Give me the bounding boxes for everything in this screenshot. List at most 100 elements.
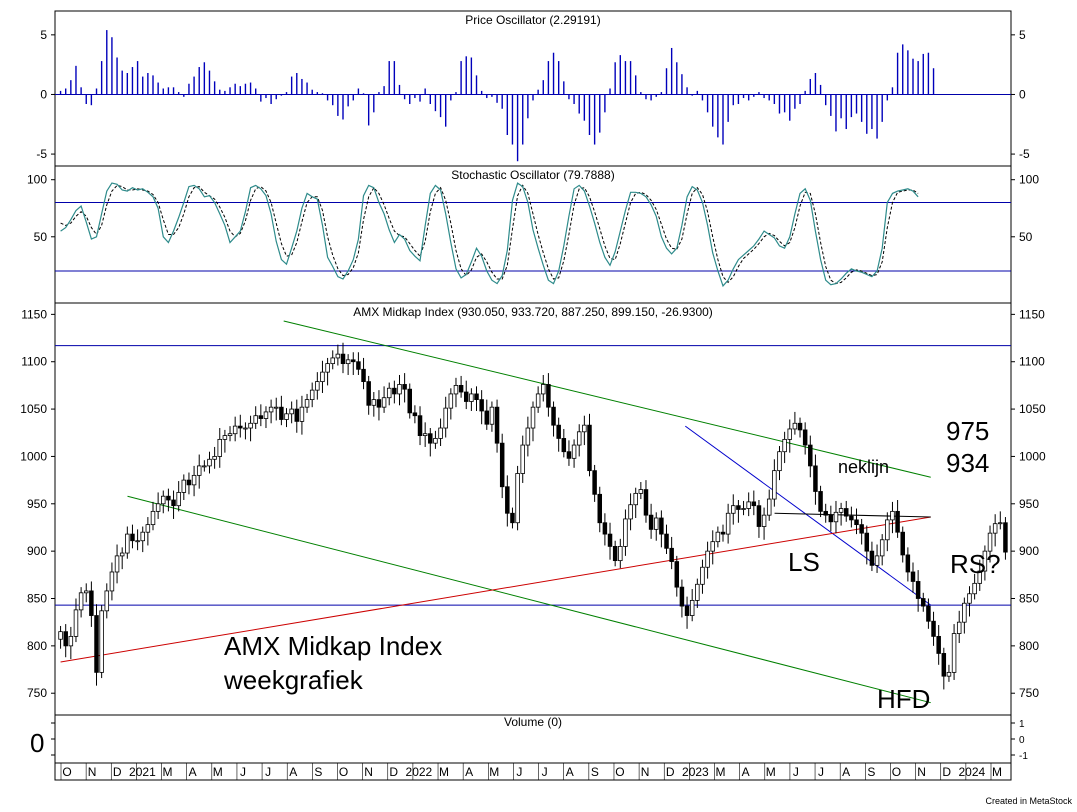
candle-body (612, 546, 618, 562)
candle-body (689, 599, 695, 616)
time-axis-label: M (163, 765, 173, 779)
annotation-head: HFD (877, 684, 930, 714)
candle-body (140, 531, 145, 542)
candle-body (130, 533, 135, 542)
price-left-tick-label: 1050 (20, 402, 47, 416)
candle-body (828, 514, 834, 523)
candle-body (335, 353, 341, 359)
candle-body (73, 609, 79, 637)
candle-body (895, 510, 900, 533)
time-axis-label: A (465, 765, 473, 779)
blue-trend-line (685, 425, 932, 606)
oscillator-right-tick-label: 5 (1019, 28, 1026, 42)
candle-body (792, 422, 798, 430)
candle-body (623, 518, 628, 547)
stochastic-lines (60, 182, 919, 288)
time-axis-label: A (289, 765, 297, 779)
candle-body (289, 408, 294, 415)
time-axis-label: S (591, 765, 599, 779)
time-axis-label: O (62, 765, 71, 779)
candle-body (207, 458, 212, 467)
candle-body (998, 522, 1003, 525)
annotation-upper-target: 975 (946, 416, 989, 446)
time-axis-label: M (213, 765, 223, 779)
candle-body (797, 422, 803, 431)
candle-body (977, 570, 983, 584)
time-axis-label: M (716, 765, 726, 779)
time-axis-label: D (942, 765, 951, 779)
candle-body (561, 438, 567, 453)
oscillator-left-tick-label: 0 (40, 87, 47, 101)
candle-body (453, 384, 459, 395)
candle-body (700, 566, 705, 585)
candle-body (351, 359, 356, 363)
candle-body (345, 359, 351, 365)
candle-body (982, 550, 988, 572)
price-oscillator-title: Price Oscillator (2.29191) (465, 13, 600, 27)
candle-body (720, 531, 726, 535)
candle-body (751, 501, 757, 507)
candle-body (268, 406, 274, 413)
volume-title: Volume (0) (504, 715, 562, 729)
candle-body (330, 357, 335, 365)
candle-body (119, 552, 125, 557)
candle-body (710, 541, 715, 552)
stochastic-title: Stochastic Oscillator (79.7888) (451, 168, 614, 182)
price-left-tick-label: 850 (27, 592, 47, 606)
candle-body (469, 393, 474, 402)
candle-body (972, 582, 977, 595)
time-axis-label: N (88, 765, 97, 779)
candle-body (592, 470, 597, 495)
candle-body (109, 571, 115, 592)
candle-body (161, 495, 166, 505)
candle-body (956, 621, 962, 634)
price-oscillator-bars (59, 30, 935, 162)
candle-body (951, 633, 957, 673)
stochastic-left-tick-label: 100 (27, 173, 47, 187)
candle-body (125, 533, 130, 554)
candle-body (443, 407, 448, 429)
price-axis: 1150 1150 1100 1100 1050 1050 1000 1000 950 950 90… (20, 307, 1046, 700)
price-left-tick-label: 800 (27, 639, 47, 653)
price-trend-lines (55, 320, 1011, 704)
candle-body (340, 353, 346, 365)
candle-body (407, 388, 413, 414)
annotation-title-line2: weekgrafiek (223, 665, 364, 695)
stochastic-d-line (60, 184, 919, 285)
price-right-tick-label: 1000 (1019, 449, 1046, 463)
time-axis-label: N (917, 765, 926, 779)
candle-body (361, 368, 366, 383)
volume-right-tick-label: 0 (1019, 735, 1025, 746)
oscillator-left-tick-label: 5 (40, 28, 47, 42)
time-axis-label: 2024 (959, 765, 986, 779)
time-axis-label: O (339, 765, 348, 779)
candle-body (746, 501, 751, 509)
time-axis-label: O (615, 765, 624, 779)
panel-frames (54, 10, 1012, 781)
candle-body (99, 610, 104, 673)
volume-right-tick-label: -1 (1019, 751, 1028, 762)
time-axis-label: N (364, 765, 373, 779)
candle-body (910, 571, 916, 582)
price-left-tick-label: 950 (27, 497, 47, 511)
volume-right-tick-label: 1 (1019, 719, 1025, 730)
candle-body (166, 495, 171, 501)
candle-body (458, 384, 464, 393)
time-axis-label: N (641, 765, 650, 779)
oscillator-right-tick-label: -5 (1019, 147, 1030, 161)
candle-body (715, 531, 721, 543)
candle-body (371, 399, 377, 406)
candle-body (695, 583, 700, 601)
time-axis-label: J (265, 765, 271, 779)
candle-body (315, 381, 320, 391)
time-axis-label: J (542, 765, 548, 779)
candle-body (474, 393, 479, 401)
time-axis-label: J (240, 765, 246, 779)
candle-body (58, 631, 63, 640)
candle-body (962, 602, 967, 623)
candle-body (653, 517, 659, 530)
candle-body (879, 539, 885, 557)
candle-body (674, 561, 680, 588)
time-axis-label: 2021 (129, 765, 156, 779)
time-axis-label: D (666, 765, 675, 779)
